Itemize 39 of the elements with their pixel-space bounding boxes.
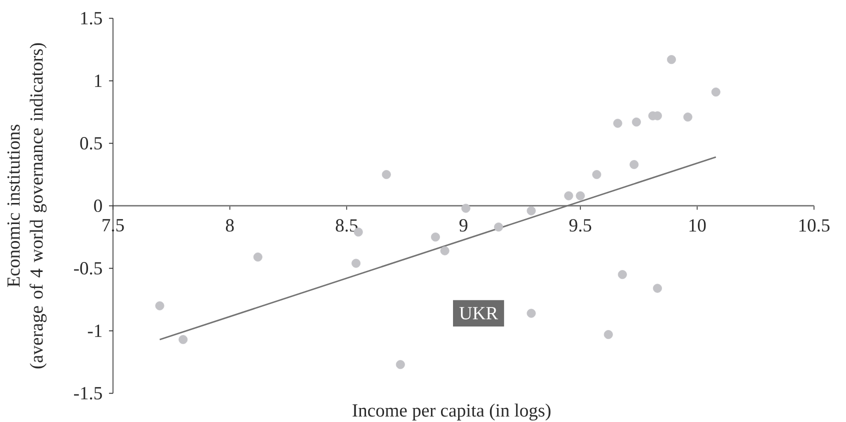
point bbox=[178, 335, 188, 344]
point bbox=[440, 246, 450, 256]
point bbox=[253, 252, 262, 262]
point bbox=[155, 301, 164, 310]
y-tick-label: -0.5 bbox=[74, 262, 102, 275]
x-axis-title: Income per capita (in logs) bbox=[352, 404, 550, 420]
point bbox=[576, 191, 585, 200]
point bbox=[382, 170, 391, 180]
point bbox=[430, 232, 440, 242]
point bbox=[618, 270, 627, 280]
point bbox=[613, 118, 622, 128]
y-tick-label: -1 bbox=[88, 324, 102, 337]
x-tick-label: 9.5 bbox=[569, 219, 592, 232]
point bbox=[604, 330, 613, 340]
point bbox=[652, 284, 662, 293]
y-tick-label: 0.5 bbox=[80, 137, 102, 150]
y-tick-label: -1.5 bbox=[74, 387, 102, 400]
x-tick-label: 10.5 bbox=[799, 219, 830, 232]
point bbox=[494, 222, 504, 232]
point bbox=[564, 191, 574, 200]
point bbox=[526, 206, 536, 216]
y-tick-label: 0 bbox=[94, 200, 102, 212]
x-tick-label: 9 bbox=[459, 219, 468, 232]
point bbox=[666, 55, 676, 64]
point bbox=[592, 170, 602, 180]
point bbox=[632, 118, 641, 127]
point bbox=[396, 360, 405, 370]
point bbox=[683, 112, 692, 122]
annotation: UKR bbox=[459, 307, 498, 320]
point bbox=[352, 258, 361, 268]
y-axis-title: Economic institutions (average of 4 world governance indicators) bbox=[7, 43, 47, 368]
point bbox=[461, 204, 470, 213]
point bbox=[711, 88, 720, 97]
point bbox=[526, 308, 536, 318]
y-tick-label: 1 bbox=[95, 74, 102, 87]
point bbox=[630, 160, 639, 170]
x-tick-label: 8 bbox=[226, 219, 234, 232]
x-tick-label: 10 bbox=[690, 219, 706, 232]
y-tick-label: 1.5 bbox=[81, 12, 102, 25]
